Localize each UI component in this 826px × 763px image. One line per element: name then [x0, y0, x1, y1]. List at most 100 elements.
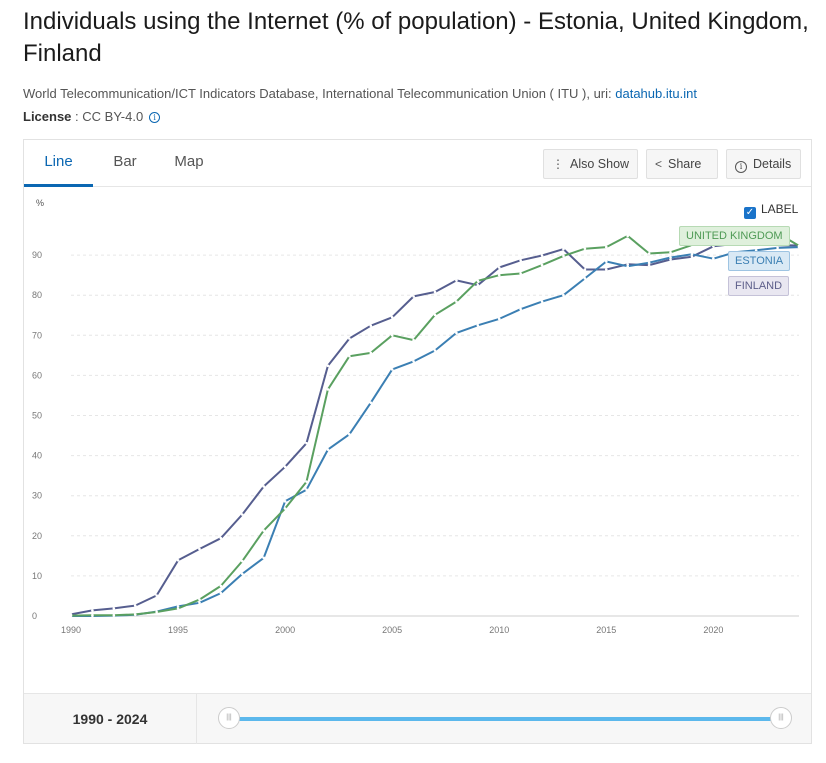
data-point-finland — [133, 604, 137, 607]
vertical-dots-icon: ⋮ — [552, 157, 564, 171]
data-point-united-kingdom — [647, 252, 651, 255]
data-point-united-kingdom — [262, 529, 266, 532]
data-point-united-kingdom — [476, 279, 480, 283]
tab-map[interactable]: Map — [174, 153, 204, 170]
data-point-finland — [669, 258, 672, 261]
data-point-finland — [219, 536, 223, 540]
data-point-finland — [476, 283, 480, 287]
data-point-estonia — [390, 368, 394, 371]
data-point-united-kingdom — [433, 313, 437, 317]
data-point-finland — [326, 364, 330, 368]
tab-bar[interactable]: Bar — [113, 153, 137, 170]
data-point-united-kingdom — [562, 254, 565, 258]
source-text: World Telecommunication/ICT Indicators D… — [23, 86, 616, 101]
data-point-finland — [176, 558, 180, 562]
x-tick-label: 2015 — [596, 625, 616, 635]
data-point-finland — [433, 290, 437, 294]
data-point-united-kingdom — [497, 273, 501, 277]
data-point-estonia — [455, 331, 458, 335]
grid-layer — [71, 254, 799, 617]
data-point-united-kingdom — [455, 300, 458, 303]
range-slider-end-handle[interactable]: ||| — [770, 707, 792, 729]
data-point-united-kingdom — [348, 354, 351, 358]
x-tick-label: 2020 — [703, 625, 723, 635]
data-point-finland — [455, 279, 458, 282]
data-point-finland — [369, 324, 373, 327]
y-tick-label: 30 — [32, 491, 42, 501]
data-point-united-kingdom — [283, 507, 287, 510]
x-tick-label: 1995 — [168, 625, 188, 635]
data-point-finland — [519, 259, 522, 262]
data-point-united-kingdom — [390, 334, 394, 337]
data-point-finland — [348, 337, 351, 340]
data-point-estonia — [326, 448, 330, 451]
also-show-label: Also Show — [570, 157, 630, 171]
data-point-estonia — [476, 323, 480, 327]
label-toggle[interactable]: ✓ LABEL — [744, 202, 798, 219]
data-point-united-kingdom — [91, 613, 94, 617]
data-point-finland — [305, 441, 308, 445]
y-tick-label: 90 — [32, 250, 42, 260]
data-point-finland — [604, 268, 608, 271]
x-tick-label: 1990 — [61, 625, 81, 635]
data-point-estonia — [176, 605, 180, 608]
data-point-united-kingdom — [797, 244, 801, 248]
info-circle-icon: i — [735, 161, 747, 173]
data-point-finland — [198, 547, 201, 551]
share-button[interactable]: < Share — [646, 149, 718, 179]
range-slider-track[interactable] — [229, 717, 781, 721]
y-tick-label: 40 — [32, 451, 42, 461]
data-point-finland — [91, 609, 94, 612]
data-point-finland — [390, 315, 394, 319]
data-point-united-kingdom — [540, 263, 544, 267]
data-point-estonia — [433, 349, 437, 352]
data-point-estonia — [669, 256, 672, 259]
y-tick-label: 20 — [32, 531, 42, 541]
data-point-estonia — [262, 556, 266, 560]
page-title: Individuals using the Internet (% of pop… — [23, 8, 809, 67]
range-label: 1990 - 2024 — [24, 694, 197, 744]
also-show-button[interactable]: ⋮ Also Show — [543, 149, 638, 179]
data-point-estonia — [690, 252, 694, 256]
data-point-finland — [155, 594, 158, 597]
data-point-finland — [283, 465, 287, 469]
data-point-finland — [497, 266, 501, 269]
data-point-finland — [240, 513, 244, 516]
data-point-estonia — [305, 488, 308, 491]
series-tag-estonia: ESTONIA — [728, 251, 791, 271]
data-point-estonia — [626, 265, 630, 268]
tabs-bar: Line Bar Map ⋮ Also Show < Share i Details — [24, 140, 811, 187]
label-checkbox[interactable]: ✓ — [744, 207, 756, 219]
source-line: World Telecommunication/ICT Indicators D… — [23, 86, 697, 101]
share-icon: < — [655, 157, 663, 171]
series-tag-finland: FINLAND — [728, 276, 790, 296]
data-point-finland — [647, 263, 651, 267]
data-point-united-kingdom — [326, 388, 330, 391]
data-point-estonia — [583, 277, 587, 280]
y-tick-label: 60 — [32, 370, 42, 380]
data-point-estonia — [198, 601, 201, 605]
data-point-estonia — [240, 572, 244, 576]
range-slider-start-handle[interactable]: ||| — [218, 707, 240, 729]
details-button[interactable]: i Details — [726, 149, 801, 179]
data-point-estonia — [219, 591, 223, 595]
data-point-estonia — [712, 257, 715, 261]
y-tick-label: 0 — [32, 611, 37, 621]
source-link[interactable]: datahub.itu.int — [615, 86, 697, 101]
info-icon[interactable]: i — [149, 112, 161, 123]
data-point-estonia — [348, 433, 351, 436]
tab-line[interactable]: Line — [24, 140, 93, 187]
data-point-finland — [583, 268, 587, 271]
data-point-united-kingdom — [155, 610, 158, 614]
details-label: Details — [753, 157, 792, 171]
y-tick-label: 10 — [32, 571, 42, 581]
data-point-united-kingdom — [412, 338, 415, 342]
license-label: License — [23, 109, 72, 124]
x-tick-label: 2005 — [382, 625, 402, 635]
y-axis-label: % — [36, 198, 44, 208]
data-point-finland — [562, 247, 565, 251]
license-value: : CC BY-4.0 — [71, 109, 144, 124]
data-point-estonia — [497, 317, 501, 321]
license-line: License : CC BY-4.0 i — [23, 109, 161, 124]
data-point-united-kingdom — [69, 614, 73, 617]
